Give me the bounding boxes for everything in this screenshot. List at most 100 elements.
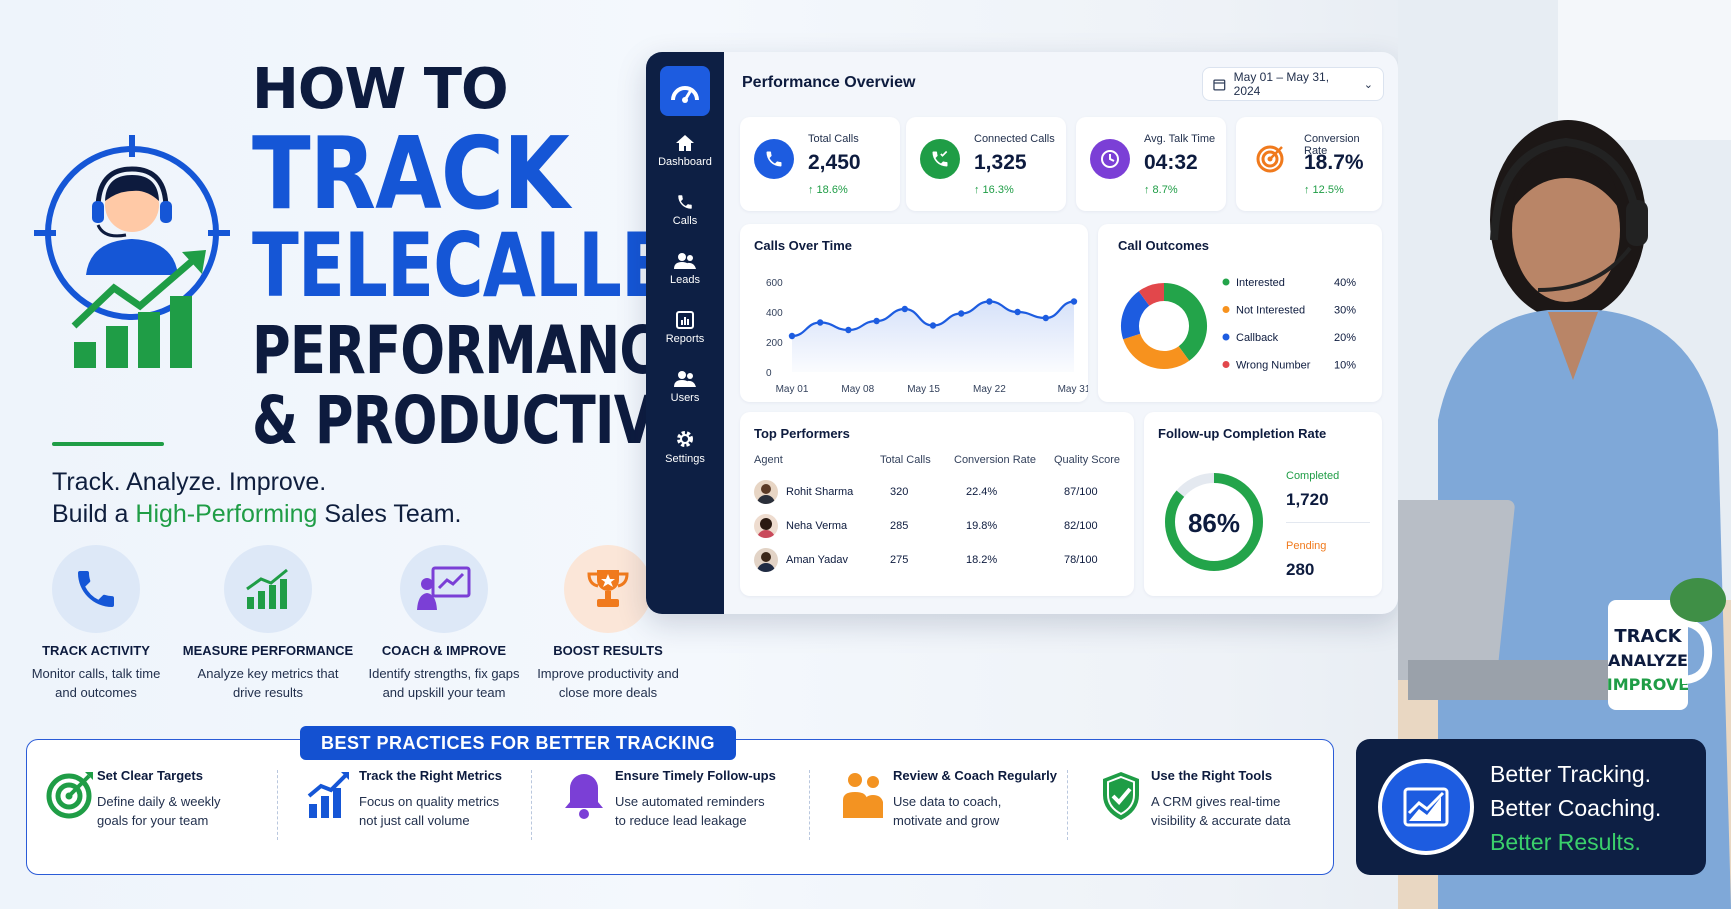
- target-icon: [1250, 139, 1290, 179]
- chart-title: Call Outcomes: [1118, 238, 1210, 253]
- agent-name: Neha Verma: [786, 520, 848, 532]
- practice-desc: Define daily & weekly goals for your team: [97, 792, 221, 830]
- x-tick-label: May 15: [907, 384, 940, 395]
- practice-track-right-metrics: Track the Right Metrics Focus on quality…: [289, 764, 539, 854]
- feature-boost-results: BOOST RESULTS Improve productivity and cl…: [518, 545, 698, 702]
- total-calls: 320: [890, 486, 909, 498]
- quality-score: 87/100: [1064, 486, 1098, 498]
- practice-desc-line: Focus on quality metrics: [359, 794, 500, 809]
- practice-desc: Use data to coach, motivate and grow: [893, 792, 1001, 830]
- practice-desc: A CRM gives real-time visibility & accura…: [1151, 792, 1290, 830]
- kpi-conversion-rate[interactable]: Conversion Rate 18.7% ↑ 12.5%: [1236, 117, 1382, 211]
- call-outcomes-card: Call Outcomes Interested 40% Not Intereste…: [1098, 224, 1382, 402]
- quality-score: 82/100: [1064, 520, 1098, 532]
- y-tick-label: 400: [766, 308, 783, 319]
- legend-value: 20%: [1334, 332, 1356, 344]
- kpi-value: 1,325: [974, 151, 1027, 174]
- bar-chart-icon: [224, 545, 312, 633]
- column-header[interactable]: Quality Score: [1054, 454, 1121, 466]
- tagline-line2: Build a High-Performing Sales Team.: [52, 498, 461, 530]
- feature-desc-line: drive results: [232, 685, 304, 700]
- pie-slice: [1121, 291, 1150, 340]
- report-icon: [676, 311, 694, 329]
- kpi-avg-talk-time[interactable]: Avg. Talk Time 04:32 ↑ 8.7%: [1076, 117, 1226, 211]
- sidebar: Dashboard Calls Leads Reports Users Sett…: [646, 52, 724, 614]
- practice-desc-line: motivate and grow: [893, 813, 1000, 828]
- kpi-label: Connected Calls: [974, 133, 1055, 145]
- tagline-post: Sales Team.: [317, 500, 462, 528]
- target-icon: [46, 772, 93, 819]
- x-tick-label: May 08: [841, 384, 874, 395]
- sidebar-item-dashboard[interactable]: Dashboard: [646, 134, 724, 193]
- column-header[interactable]: Total Calls: [880, 454, 931, 466]
- data-point: [901, 305, 908, 313]
- y-tick-label: 200: [766, 338, 783, 349]
- sidebar-item-label: Settings: [665, 453, 705, 465]
- speedometer-logo-icon[interactable]: [660, 66, 710, 116]
- divider: [1067, 770, 1068, 840]
- followup-card: Follow-up Completion Rate 86% Completed …: [1144, 412, 1382, 596]
- users-icon: [674, 371, 696, 387]
- sidebar-item-leads[interactable]: Leads: [646, 252, 724, 311]
- badge-line3: Better Results.: [1490, 829, 1641, 855]
- kpi-change: ↑ 16.3%: [974, 184, 1014, 196]
- card-title: Follow-up Completion Rate: [1158, 426, 1327, 441]
- tagline: Track. Analyze. Improve. Build a High-Pe…: [52, 466, 461, 530]
- column-header[interactable]: Conversion Rate: [954, 454, 1036, 466]
- column-header[interactable]: Agent: [754, 454, 783, 466]
- practice-review-coach: Review & Coach Regularly Use data to coa…: [823, 764, 1073, 854]
- pending-value: 280: [1286, 560, 1315, 579]
- headline-telecaller: TELECALLER: [252, 214, 720, 317]
- completed-label: Completed: [1286, 470, 1340, 482]
- chart-title: Calls Over Time: [754, 238, 853, 253]
- sidebar-item-calls[interactable]: Calls: [646, 193, 724, 252]
- kpi-change: ↑ 8.7%: [1144, 184, 1178, 196]
- kpi-label: Total Calls: [808, 133, 859, 145]
- divider: [52, 442, 164, 446]
- sidebar-item-reports[interactable]: Reports: [646, 311, 724, 370]
- x-tick-label: May 01: [776, 384, 809, 395]
- legend-swatch: [1222, 306, 1230, 313]
- sidebar-item-users[interactable]: Users: [646, 370, 724, 429]
- legend-swatch: [1222, 361, 1230, 368]
- badge-line2: Better Coaching.: [1490, 795, 1662, 821]
- legend-value: 10%: [1334, 360, 1356, 372]
- feature-title: BOOST RESULTS: [553, 643, 663, 658]
- phone-icon: [52, 545, 140, 633]
- legend-swatch: [1222, 333, 1230, 341]
- practice-desc-line: to reduce lead leakage: [615, 813, 747, 828]
- followup-percent: 86%: [1187, 508, 1241, 538]
- presentation-icon: [400, 545, 488, 633]
- data-point: [986, 298, 993, 305]
- divider: [809, 770, 810, 840]
- practice-desc-line: goals for your team: [97, 813, 209, 828]
- results-badge: Better Tracking. Better Coaching. Better…: [1356, 739, 1706, 875]
- practice-title: Set Clear Targets: [97, 768, 203, 783]
- legend-label: Wrong Number: [1236, 360, 1311, 372]
- data-point: [929, 322, 937, 329]
- users-icon: [674, 253, 696, 269]
- kpi-connected-calls[interactable]: Connected Calls 1,325 ↑ 16.3%: [906, 117, 1066, 211]
- best-practices-panel: Set Clear Targets Define daily & weekly g…: [26, 739, 1334, 875]
- date-range-value: May 01 – May 31, 2024: [1233, 70, 1330, 98]
- growth-chart-icon: [1378, 759, 1474, 855]
- area-fill: [792, 301, 1074, 372]
- practice-desc-line: Use data to coach,: [893, 794, 1002, 809]
- calls-over-time-chart: 0 200 400 600 May 01 May 08 May 15 May 22 May 31: [766, 278, 1088, 395]
- growth-chart-icon: [307, 772, 349, 818]
- date-range-picker[interactable]: May 01 – May 31, 2024 ⌄: [1202, 67, 1384, 101]
- feature-coach-improve: COACH & IMPROVE Identify strengths, fix …: [354, 545, 534, 702]
- table-title: Top Performers: [754, 426, 850, 441]
- data-point: [845, 326, 852, 334]
- data-point: [788, 332, 796, 340]
- top-performers-card: Top Performers Agent Total Calls Convers…: [740, 412, 1134, 596]
- sidebar-item-settings[interactable]: Settings: [646, 429, 724, 488]
- practice-set-clear-targets: Set Clear Targets Define daily & weekly g…: [27, 764, 277, 854]
- kpi-total-calls[interactable]: Total Calls 2,450 ↑ 18.6%: [740, 117, 900, 211]
- followup-progress-ring: [1165, 473, 1263, 571]
- data-point: [817, 319, 824, 326]
- legend-label: Callback: [1236, 332, 1279, 344]
- data-point: [1070, 298, 1078, 305]
- data-point: [873, 317, 880, 325]
- kpi-change: ↑ 12.5%: [1304, 184, 1344, 196]
